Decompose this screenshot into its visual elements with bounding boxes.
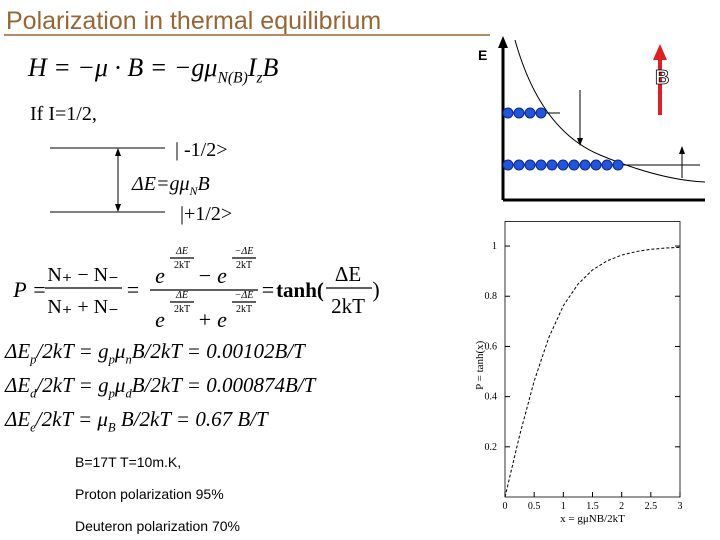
upper-level: | -1/2> (175, 139, 228, 161)
plot-frame (504, 221, 681, 498)
subscript: d (125, 386, 132, 400)
x-tick-label: 2.5 (645, 501, 658, 512)
equation-part: B/2kT = 0.00102B/T (132, 339, 306, 363)
x-tick-label: 3 (678, 501, 683, 512)
equation-part: /2kT = g (35, 373, 108, 397)
spin-down-head (577, 138, 583, 146)
x-axis-label: x = gμNB/2kT (560, 513, 625, 525)
equation-part: B (198, 173, 210, 195)
formula-part: ΔE (175, 290, 188, 301)
x-tick-label: 2 (619, 501, 624, 512)
lower-level: |+1/2> (180, 203, 232, 225)
equation-part: ΔE (4, 339, 30, 363)
formula-part: ΔE (335, 262, 361, 286)
formula-part: ) (372, 277, 379, 302)
e-arrow (498, 36, 508, 48)
formula-part: −ΔE (235, 290, 254, 301)
equation: ΔEp/2kT = gpμnB/2kT = 0.00102B/T (4, 339, 306, 366)
subscript: B (108, 420, 116, 434)
equation-part: ΔE (4, 407, 30, 431)
equation-part: ΔE (4, 373, 30, 397)
equation: ΔEd/2kT = gpμdB/2kT = 0.000874B/T (4, 373, 317, 400)
axis-label: E (478, 47, 487, 63)
subscript: N (189, 184, 199, 198)
equation-part: I (247, 53, 258, 82)
condition: Deuteron polarization 70% (75, 518, 240, 534)
subscript: e (30, 420, 36, 434)
condition: Proton polarization 95% (75, 486, 224, 502)
formula-part: N₊ + N₋ (47, 296, 118, 318)
formula-part: −ΔE (235, 246, 254, 257)
subscript: N(B) (216, 70, 247, 87)
formula-part: 2kT (174, 304, 190, 315)
formula-part: e (155, 263, 165, 288)
equation-part: ΔE=gμ (131, 173, 190, 195)
subscript: p (108, 386, 115, 400)
formula-part: 2kT (331, 294, 365, 318)
x-tick-label: 0.5 (528, 501, 541, 512)
gap-arrow-head (115, 204, 121, 212)
y-axis-label: P = tanh(x) (474, 340, 486, 390)
equation: ΔE=gμNB (131, 173, 210, 198)
x-tick-label: 0 (503, 501, 508, 512)
equation: ΔEe/2kT = μB B/2kT = 0.67 B/T (4, 407, 269, 434)
equation: H = −μ · B = −gμN(B)IzB (27, 53, 279, 87)
field-arrow-head (653, 44, 667, 60)
formula-part: − (199, 263, 211, 288)
equation-part: B (263, 53, 279, 82)
upper-dots (502, 107, 547, 119)
y-tick-label: 0.2 (485, 442, 498, 453)
condition: B=17T T=10m.K, (75, 454, 181, 470)
formula-part: e (217, 307, 227, 332)
equation-part: B/2kT = 0.67 B/T (116, 407, 269, 431)
y-tick-label: 0.4 (485, 392, 498, 403)
level-curve (514, 39, 706, 183)
equation-part: μ (114, 339, 126, 363)
formula-part: e (217, 263, 227, 288)
subscript: d (30, 386, 37, 400)
equation-part: /2kT = μ (35, 407, 108, 431)
energy-diagram: E B (478, 36, 706, 202)
formula-part: ΔE (175, 246, 188, 257)
x-tick-label: 1.5 (586, 501, 599, 512)
lower-dots (502, 159, 624, 171)
equation-part: /2kT = g (35, 339, 108, 363)
formula-part: = (262, 277, 274, 302)
formula-part: P = (12, 277, 46, 302)
formula-part: 2kT (236, 304, 252, 315)
title: Polarization in thermal equilibrium (6, 7, 381, 35)
x-tick-label: 1 (561, 501, 566, 512)
subscript: p (108, 352, 115, 366)
formula-part: + (199, 307, 211, 332)
formula-part: 2kT (174, 260, 190, 271)
spin-up-head (679, 146, 685, 154)
subscript: z (255, 70, 262, 87)
subscript: p (29, 352, 36, 366)
y-tick-label: 1 (492, 241, 497, 252)
field-label: B (655, 67, 669, 89)
y-tick-label: 0.8 (485, 291, 498, 302)
equation-part: H = −μ · B = −gμ (27, 53, 217, 82)
equation-part: μ (114, 373, 126, 397)
formula-part: = (127, 277, 139, 302)
gap-arrow-head (115, 148, 121, 156)
formula-part: 2kT (236, 260, 252, 271)
equation-part: B/2kT = 0.000874B/T (132, 373, 317, 397)
y-tick-label: 0.6 (485, 341, 498, 352)
subscript: n (125, 352, 131, 366)
formula-part: N₊ − N₋ (47, 264, 118, 286)
data-line (504, 246, 681, 498)
spin-note: If I=1/2, (30, 103, 97, 125)
formula-part: e (155, 307, 165, 332)
formula-part: tanh( (276, 278, 324, 302)
